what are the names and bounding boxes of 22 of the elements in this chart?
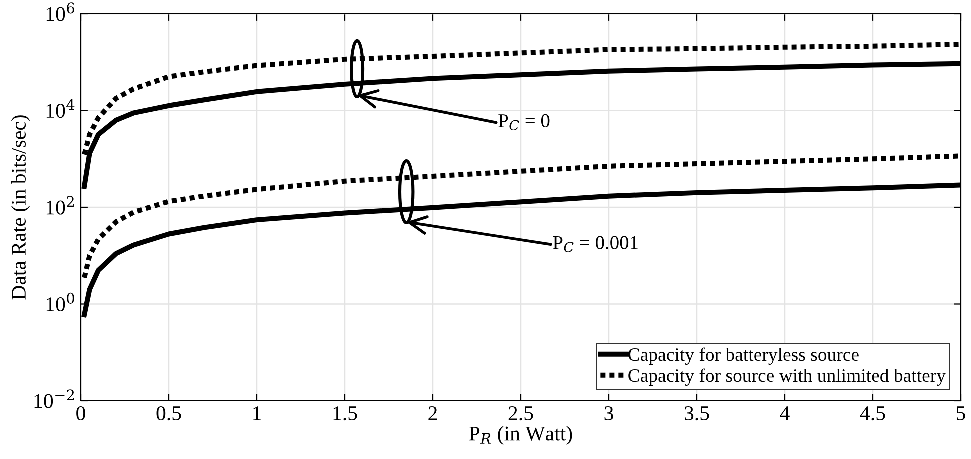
x-tick-label: 5 xyxy=(957,406,966,421)
legend-label: Capacity for source with unlimited battery xyxy=(628,368,946,386)
x-tick-label: 3 xyxy=(604,406,614,421)
x-axis-title: P$_{R}$ (in Watt) xyxy=(469,426,572,446)
y-tick-label: 10$^{0}$ xyxy=(46,292,74,312)
x-tick-label: 1 xyxy=(254,406,261,420)
annotation: P$_{C}$ = 0 xyxy=(498,114,550,131)
x-tick-label: 3.5 xyxy=(684,406,710,421)
x-tick-label: 1.5 xyxy=(334,406,358,421)
x-tick-label: 2.5 xyxy=(508,406,534,421)
y-tick-label: 10$^{2}$ xyxy=(46,196,74,215)
legend-label: Capacity for batteryless source xyxy=(628,348,859,366)
x-tick-label: 2 xyxy=(428,406,438,420)
y-tick-label: 10$^{4}$ xyxy=(46,99,75,118)
y-axis-title: Data Rate (in bits/sec) xyxy=(11,116,30,300)
x-tick-label: 0 xyxy=(76,406,86,421)
x-tick-label: 4 xyxy=(780,406,790,420)
x-tick-label: 0.5 xyxy=(156,406,182,421)
x-tick-label: 4.5 xyxy=(860,406,886,421)
y-tick-label: 10$^{6}$ xyxy=(46,2,74,22)
annotation: P$_{C}$ = 0.001 xyxy=(553,236,638,252)
y-tick-label: 10$^{−2}$ xyxy=(34,390,74,408)
